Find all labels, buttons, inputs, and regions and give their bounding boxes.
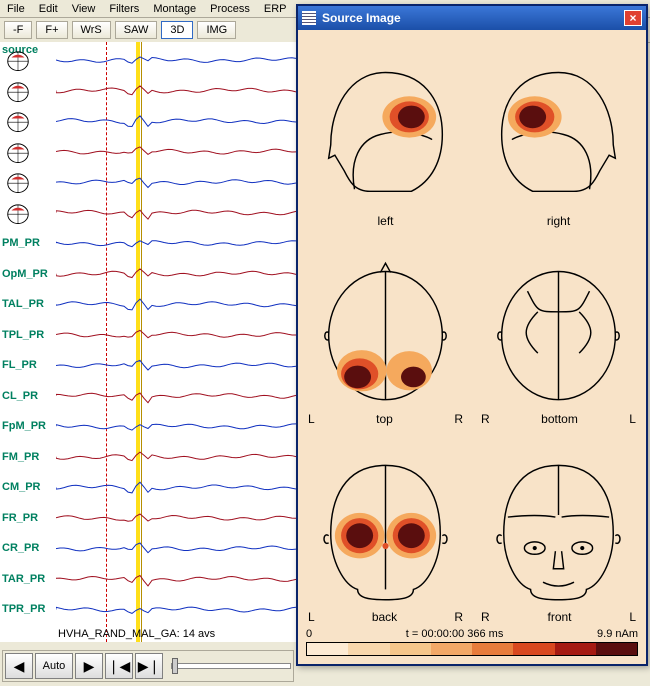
- play-auto-button[interactable]: Auto: [35, 653, 73, 679]
- colorbar: 0 t = 00:00:00 366 ms 9.9 nAm: [298, 626, 646, 664]
- view-left-label: left: [377, 214, 393, 228]
- head-icon: [4, 50, 32, 72]
- view-back-l: L: [308, 610, 315, 624]
- view-top-l: L: [308, 412, 315, 426]
- channel-TAL_PR: TAL_PR: [2, 298, 44, 310]
- view-front-c: front: [547, 610, 571, 624]
- colorbar-seg: [513, 643, 554, 655]
- channel-CR_PR: CR_PR: [2, 542, 39, 554]
- menu-edit[interactable]: Edit: [32, 1, 65, 17]
- channel-CL_PR: CL_PR: [2, 390, 38, 402]
- player-bar: ◀ Auto ▶ ❘◀ ▶❘: [2, 650, 294, 682]
- view-bottom-l: R: [481, 412, 490, 426]
- source-body: left right: [298, 30, 646, 626]
- toolbar-f[interactable]: -F: [4, 21, 32, 39]
- view-bottom: R bottom L: [481, 234, 636, 426]
- channel-TAR_PR: TAR_PR: [2, 573, 45, 585]
- menu-view[interactable]: View: [65, 1, 103, 17]
- channel-TPL_PR: TPL_PR: [2, 329, 44, 341]
- menu-process[interactable]: Process: [203, 1, 257, 17]
- menu-montage[interactable]: Montage: [146, 1, 203, 17]
- waveform-panel: source PM_PROpM_PRTAL_PRTPL_PRFL_PRCL_PR…: [0, 42, 296, 642]
- window-title: Source Image: [322, 11, 401, 25]
- channel-FR_PR: FR_PR: [2, 512, 38, 524]
- menu-filters[interactable]: Filters: [102, 1, 146, 17]
- view-back-c: back: [372, 610, 397, 624]
- view-top-r: R: [454, 412, 463, 426]
- view-back: L back R: [308, 432, 463, 624]
- toolbar-f[interactable]: F+: [36, 21, 67, 39]
- colorbar-seg: [472, 643, 513, 655]
- play-next-button[interactable]: ▶: [75, 653, 103, 679]
- channel-PM_PR: PM_PR: [2, 237, 40, 249]
- progress-track[interactable]: [171, 663, 291, 669]
- channel-OpM_PR: OpM_PR: [2, 268, 48, 280]
- colorbar-seg: [431, 643, 472, 655]
- view-bottom-r: L: [629, 412, 636, 426]
- source-image-window: Source Image × left: [296, 4, 648, 666]
- toolbar-saw[interactable]: SAW: [115, 21, 158, 39]
- footer-label: HVHA_RAND_MAL_GA: 14 avs: [58, 628, 215, 640]
- play-prev-button[interactable]: ◀: [5, 653, 33, 679]
- view-front: R front L: [481, 432, 636, 624]
- view-top-c: top: [376, 412, 393, 426]
- view-bottom-c: bottom: [541, 412, 578, 426]
- colorbar-seg: [555, 643, 596, 655]
- cb-max: 9.9 nAm: [597, 628, 638, 640]
- view-top: L top R: [308, 234, 463, 426]
- menu-file[interactable]: File: [0, 1, 32, 17]
- step-back-button[interactable]: ❘◀: [105, 653, 133, 679]
- toolbar-3d[interactable]: 3D: [161, 21, 193, 39]
- toolbar-wrs[interactable]: WrS: [72, 21, 111, 39]
- toolbar-img[interactable]: IMG: [197, 21, 236, 39]
- colorbar-seg: [390, 643, 431, 655]
- close-icon[interactable]: ×: [624, 10, 642, 26]
- channel-FpM_PR: FpM_PR: [2, 420, 46, 432]
- menu-erp[interactable]: ERP: [257, 1, 294, 17]
- view-front-r: L: [629, 610, 636, 624]
- view-front-l: R: [481, 610, 490, 624]
- colorbar-seg: [596, 643, 637, 655]
- titlebar[interactable]: Source Image ×: [298, 6, 646, 30]
- views-grid: left right: [298, 30, 646, 626]
- view-left: left: [308, 36, 463, 228]
- colorbar-seg: [348, 643, 389, 655]
- head-icon: [4, 142, 32, 164]
- window-icon: [302, 11, 316, 25]
- channel-CM_PR: CM_PR: [2, 481, 41, 493]
- channel-TPR_PR: TPR_PR: [2, 603, 45, 615]
- view-right: right: [481, 36, 636, 228]
- cb-time: t = 00:00:00 366 ms: [406, 628, 504, 640]
- cb-min: 0: [306, 628, 312, 640]
- view-back-r: R: [454, 610, 463, 624]
- head-icon: [4, 203, 32, 225]
- colorbar-seg: [307, 643, 348, 655]
- channel-FL_PR: FL_PR: [2, 359, 37, 371]
- head-icon: [4, 111, 32, 133]
- channel-FM_PR: FM_PR: [2, 451, 39, 463]
- progress-thumb[interactable]: [172, 658, 178, 674]
- channel-labels: source PM_PROpM_PRTAL_PRTPL_PRFL_PRCL_PR…: [0, 42, 56, 642]
- head-icon: [4, 172, 32, 194]
- view-right-label: right: [547, 214, 570, 228]
- traces[interactable]: [56, 42, 296, 642]
- colorbar-gradient: [306, 642, 638, 656]
- head-icon: [4, 81, 32, 103]
- step-fwd-button[interactable]: ▶❘: [135, 653, 163, 679]
